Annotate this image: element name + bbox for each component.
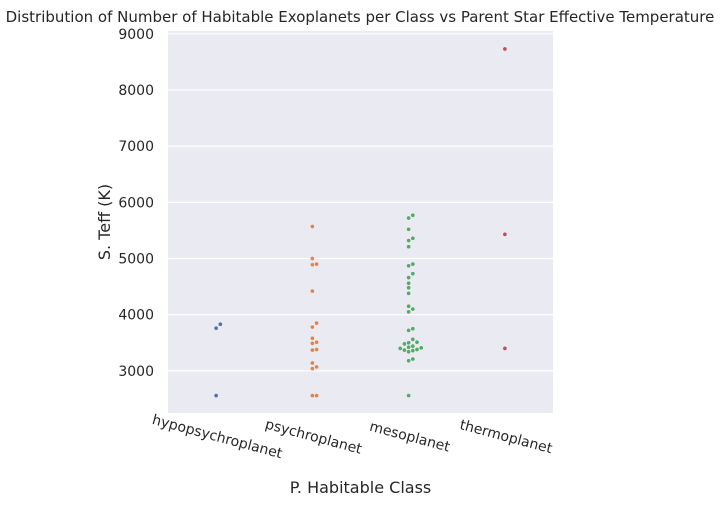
data-point-mesoplanet	[402, 341, 407, 347]
data-point-psychroplanet	[314, 261, 319, 267]
data-point-hypopsychroplanet	[213, 325, 219, 331]
data-point-mesoplanet	[410, 326, 416, 332]
data-point-mesoplanet	[406, 349, 411, 355]
data-point-psychroplanet	[310, 341, 315, 346]
data-point-psychroplanet	[310, 262, 315, 267]
data-point-mesoplanet	[410, 212, 416, 218]
data-point-hypopsychroplanet	[218, 321, 223, 327]
data-points	[213, 46, 508, 398]
y-tick-label: 8000	[118, 83, 154, 99]
data-point-thermoplanet	[502, 46, 508, 52]
data-point-psychroplanet	[310, 256, 315, 261]
chart-title: Distribution of Number of Habitable Exop…	[6, 8, 715, 26]
data-point-psychroplanet	[310, 393, 315, 398]
x-tick-label: hypopsychroplanet	[150, 412, 284, 462]
y-tick-label: 7000	[118, 139, 154, 155]
data-point-psychroplanet	[314, 393, 319, 398]
data-point-psychroplanet	[314, 347, 319, 352]
data-point-mesoplanet	[410, 271, 416, 276]
x-axis-label: P. Habitable Class	[290, 478, 431, 497]
data-point-mesoplanet	[410, 348, 416, 353]
data-point-mesoplanet	[414, 339, 420, 345]
data-point-mesoplanet	[406, 263, 411, 269]
data-point-mesoplanet	[406, 328, 411, 333]
data-point-mesoplanet	[406, 309, 411, 315]
data-point-mesoplanet	[414, 347, 420, 352]
y-tick-label: 5000	[118, 252, 154, 268]
data-point-mesoplanet	[406, 280, 411, 286]
x-tick-label: mesoplanet	[368, 419, 452, 456]
data-point-hypopsychroplanet	[213, 393, 219, 398]
data-point-mesoplanet	[410, 235, 416, 241]
data-point-mesoplanet	[406, 393, 411, 398]
data-point-mesoplanet	[402, 347, 407, 353]
data-point-mesoplanet	[406, 238, 411, 243]
data-point-mesoplanet	[406, 227, 411, 232]
plot-background	[168, 31, 553, 413]
data-point-mesoplanet	[406, 215, 411, 221]
data-point-mesoplanet	[410, 343, 416, 349]
data-point-mesoplanet	[406, 291, 411, 296]
data-point-thermoplanet	[502, 346, 508, 351]
data-point-mesoplanet	[406, 244, 411, 250]
y-tick-label: 9000	[118, 27, 154, 43]
y-axis-label: S. Teff (K)	[95, 184, 114, 260]
data-point-mesoplanet	[418, 345, 424, 351]
y-tick-label: 4000	[118, 308, 154, 324]
data-point-mesoplanet	[410, 337, 416, 342]
data-point-mesoplanet	[406, 340, 411, 346]
data-point-psychroplanet	[310, 224, 315, 229]
data-point-psychroplanet	[310, 366, 315, 371]
data-point-mesoplanet	[410, 261, 416, 267]
data-point-psychroplanet	[310, 360, 315, 366]
data-point-mesoplanet	[406, 344, 411, 350]
data-point-mesoplanet	[406, 285, 411, 291]
data-point-mesoplanet	[410, 306, 416, 312]
data-point-psychroplanet	[310, 335, 315, 341]
grid-lines	[168, 33, 553, 372]
data-point-mesoplanet	[410, 356, 416, 362]
data-point-psychroplanet	[310, 347, 315, 353]
data-point-psychroplanet	[310, 288, 315, 294]
data-point-mesoplanet	[406, 275, 411, 280]
y-tick-labels: 3000 4000 5000 6000 7000 8000 9000	[118, 27, 154, 380]
data-point-mesoplanet	[397, 346, 403, 351]
data-point-thermoplanet	[502, 232, 508, 237]
data-point-mesoplanet	[406, 358, 411, 364]
data-point-psychroplanet	[314, 320, 319, 326]
data-point-mesoplanet	[406, 303, 411, 309]
y-tick-label: 3000	[118, 364, 154, 380]
data-point-psychroplanet	[314, 339, 319, 345]
data-point-psychroplanet	[314, 364, 319, 370]
y-tick-label: 6000	[118, 195, 154, 211]
x-tick-label: thermoplanet	[458, 417, 554, 457]
data-point-psychroplanet	[310, 324, 315, 330]
